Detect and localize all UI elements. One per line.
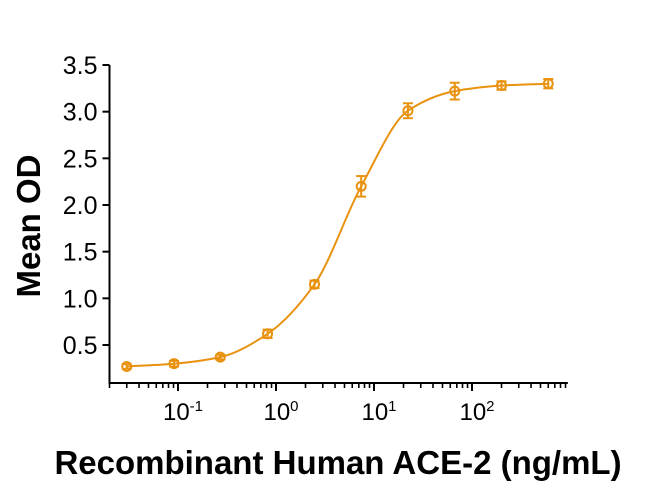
data-point-marker <box>214 351 226 363</box>
x-tick-label: 10-1 <box>163 398 203 426</box>
plot-area: 0.5 1.0 1.5 2.0 2.5 3.0 3.5 10-1 100 101 102 <box>63 52 568 426</box>
y-tick-label: 2.5 <box>63 145 98 173</box>
x-tick-label: 102 <box>459 398 494 426</box>
data-point-marker <box>355 180 367 192</box>
y-tick-label: 0.5 <box>63 332 98 360</box>
data-point-marker <box>121 360 133 372</box>
x-tick-label: 101 <box>361 398 396 426</box>
y-tick-label: 1.5 <box>63 239 98 267</box>
y-tick-label: 3.0 <box>63 99 98 127</box>
y-axis-title: Mean OD <box>10 154 47 297</box>
data-point-marker <box>402 105 414 117</box>
data-point-marker <box>262 328 274 340</box>
data-point-marker <box>308 278 320 290</box>
x-tick-label: 100 <box>263 398 298 426</box>
y-tick-label: 3.5 <box>63 52 98 80</box>
data-point-marker <box>449 85 461 97</box>
data-point-marker <box>542 78 554 90</box>
data-point-marker <box>168 358 180 370</box>
y-tick-label: 2.0 <box>63 192 98 220</box>
data-point-marker <box>496 80 508 92</box>
y-tick-label: 1.0 <box>63 285 98 313</box>
x-axis-title: Recombinant Human ACE-2 (ng/mL) <box>54 444 621 481</box>
fit-curve <box>126 82 549 368</box>
